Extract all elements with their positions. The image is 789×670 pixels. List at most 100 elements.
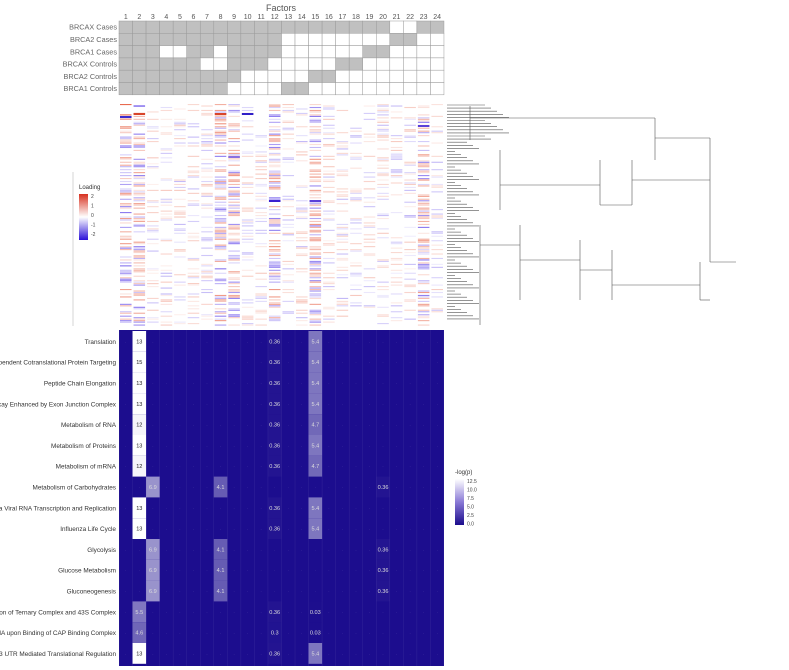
pathway-cell xyxy=(267,497,282,519)
loading-mark xyxy=(296,108,308,110)
loading-mark xyxy=(390,149,403,151)
loading-mark xyxy=(147,200,159,202)
loading-mark xyxy=(228,186,240,188)
loading-mark xyxy=(228,297,240,299)
loading-mark xyxy=(160,178,173,180)
loading-mark xyxy=(377,111,389,113)
pathway-empty-mark: · xyxy=(328,464,330,469)
loading-mark xyxy=(268,219,281,221)
loading-mark xyxy=(255,173,267,175)
loading-mark xyxy=(404,249,416,251)
loading-mark xyxy=(350,157,362,159)
loading-mark xyxy=(350,284,362,286)
loading-mark xyxy=(323,286,335,288)
pathway-empty-mark: · xyxy=(206,381,208,386)
pathway-cell xyxy=(376,476,390,498)
loading-mark xyxy=(363,118,376,120)
loading-mark xyxy=(431,289,443,291)
loading-mark xyxy=(336,228,349,230)
pathway-empty-mark: · xyxy=(369,485,371,490)
loading-mark xyxy=(133,145,146,147)
loading-mark xyxy=(350,289,362,291)
pathway-cell xyxy=(267,351,282,373)
loading-mark xyxy=(255,246,267,248)
loading-mark xyxy=(323,145,335,147)
loading-mark xyxy=(268,272,281,274)
loading-mark xyxy=(417,210,430,212)
loading-mark xyxy=(282,268,295,270)
loading-mark xyxy=(228,126,240,128)
loading-mark xyxy=(417,164,430,166)
loading-mark xyxy=(241,133,254,135)
loading-mark xyxy=(255,265,267,267)
loading-mark xyxy=(431,235,443,237)
loading-mark xyxy=(228,262,240,264)
loading-mark xyxy=(377,175,389,177)
loading-mark xyxy=(214,278,227,280)
loading-mark xyxy=(309,200,322,202)
loading-mark xyxy=(120,118,132,120)
loading-mark xyxy=(133,182,146,184)
pathway-empty-mark: · xyxy=(206,360,208,365)
membership-cell xyxy=(240,69,255,83)
loading-mark xyxy=(282,206,295,208)
pathway-empty-mark: · xyxy=(220,360,222,365)
pathway-cell xyxy=(308,497,323,519)
loading-mark xyxy=(377,136,389,138)
loading-mark xyxy=(228,170,240,172)
pathway-empty-mark: · xyxy=(206,527,208,532)
loading-mark xyxy=(160,198,173,200)
loading-mark xyxy=(336,266,349,268)
loading-mark xyxy=(147,297,159,299)
loading-mark xyxy=(296,320,308,322)
loading-mark xyxy=(363,141,376,143)
pathway-value-label: 6.9 xyxy=(149,568,157,574)
loading-mark xyxy=(133,121,146,123)
pathway-row: · 15 · · · · · · · · · 0.36 · · 5.4 · · · · · · · · · xyxy=(125,351,438,373)
loading-mark xyxy=(214,260,227,262)
loading-mark xyxy=(417,240,430,242)
loading-mark xyxy=(296,142,308,144)
pathway-empty-mark: · xyxy=(328,423,330,428)
loading-mark xyxy=(431,277,443,279)
loading-mark xyxy=(187,200,200,202)
loading-mark xyxy=(268,109,281,112)
pathway-empty-mark: · xyxy=(301,485,303,490)
loading-mark xyxy=(431,263,443,265)
loading-mark xyxy=(228,234,240,236)
loading-mark xyxy=(377,130,389,132)
pathway-empty-mark: · xyxy=(301,423,303,428)
loading-mark xyxy=(417,314,430,316)
pathway-empty-mark: · xyxy=(288,651,290,656)
loading-mark xyxy=(431,209,443,211)
loading-mark xyxy=(309,120,322,122)
membership-cell xyxy=(145,82,160,96)
pathway-cell xyxy=(308,643,323,664)
loading-mark xyxy=(431,183,443,186)
membership-cell xyxy=(416,33,431,46)
membership-cell xyxy=(403,20,418,34)
loading-mark xyxy=(323,321,335,323)
pathway-empty-mark: · xyxy=(436,651,438,656)
loading-mark xyxy=(363,155,376,157)
pathway-value-label: 0.36 xyxy=(269,610,280,616)
loading-mark xyxy=(201,183,213,186)
loading-mark xyxy=(214,249,227,251)
loading-mark xyxy=(120,138,132,140)
loading-mark xyxy=(201,167,213,169)
loading-mark xyxy=(120,127,132,129)
loading-mark xyxy=(160,189,173,191)
loading-mark xyxy=(323,155,335,157)
loading-mark xyxy=(120,259,132,261)
membership-cell xyxy=(376,45,391,59)
loading-mark xyxy=(228,179,240,181)
loading-mark xyxy=(390,138,403,140)
loading-mark xyxy=(187,232,200,234)
pathway-empty-mark: · xyxy=(409,464,411,469)
loading-mark xyxy=(296,209,308,211)
pathway-cell xyxy=(132,414,147,435)
pathway-empty-mark: · xyxy=(193,651,195,656)
loading-mark xyxy=(363,225,376,227)
pathway-empty-mark: · xyxy=(139,568,141,573)
factor-number: 11 xyxy=(258,14,265,21)
